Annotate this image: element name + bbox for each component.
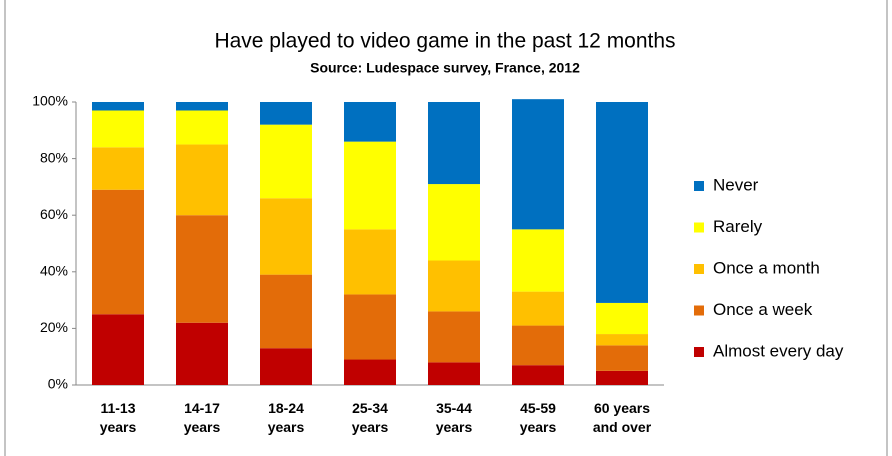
- bar-segment: [596, 302, 648, 335]
- y-tick-label: 80%: [40, 149, 68, 165]
- legend-label: Almost every day: [713, 341, 844, 360]
- chart-title: Have played to video game in the past 12…: [214, 30, 675, 53]
- bar-segment: [92, 102, 144, 111]
- bar-segment: [512, 325, 564, 366]
- legend-label: Rarely: [713, 217, 763, 236]
- bar-segment: [260, 124, 312, 199]
- legend-label: Once a week: [713, 300, 813, 319]
- bar-segment: [260, 198, 312, 275]
- legend-swatch: [694, 181, 704, 191]
- x-tick-label: 25-34 years: [351, 400, 389, 435]
- legend-swatch: [694, 347, 704, 357]
- y-tick-label: 60%: [40, 206, 68, 222]
- x-tick-label: 60 years and over: [592, 400, 652, 435]
- bar-segment: [92, 110, 144, 148]
- bar-segment: [260, 102, 312, 125]
- bar-segment: [512, 229, 564, 292]
- y-tick-label: 20%: [40, 319, 68, 335]
- legend-swatch: [694, 264, 704, 274]
- bar-segment: [176, 322, 228, 385]
- bar-segment: [596, 345, 648, 371]
- bar-segment: [428, 102, 480, 185]
- bar-segment: [512, 291, 564, 326]
- bar-segment: [428, 362, 480, 385]
- bar-segment: [344, 229, 396, 295]
- x-tick-label: 35-44 years: [435, 400, 473, 435]
- x-tick-label: 11-13 years: [99, 400, 137, 435]
- bar-segment: [92, 189, 144, 315]
- bar-segment: [176, 102, 228, 111]
- x-tick-label: 18-24 years: [267, 400, 305, 435]
- bar-segment: [176, 144, 228, 216]
- bar-segment: [260, 348, 312, 385]
- bar-segment: [596, 334, 648, 346]
- chart-subtitle: Source: Ludespace survey, France, 2012: [310, 60, 580, 76]
- bar-segment: [344, 359, 396, 385]
- bar-segment: [344, 141, 396, 230]
- bar-segment: [512, 365, 564, 385]
- bar-segment: [428, 311, 480, 363]
- x-tick-label: 45-59 years: [519, 400, 557, 435]
- bar-segment: [176, 215, 228, 323]
- x-tick-label: 14-17 years: [183, 400, 221, 435]
- y-tick-label: 40%: [40, 263, 68, 279]
- bar-segment: [428, 184, 480, 261]
- legend-swatch: [694, 305, 704, 316]
- bar-segment: [176, 110, 228, 145]
- bar-segment: [92, 314, 144, 385]
- bar-segment: [260, 274, 312, 349]
- bar-segment: [512, 99, 564, 230]
- bar-segment: [344, 102, 396, 142]
- y-tick-label: 100%: [32, 93, 68, 109]
- bar-segment: [596, 370, 648, 385]
- y-tick-label: 0%: [48, 376, 68, 392]
- legend-swatch: [694, 222, 704, 233]
- bar-segment: [428, 260, 480, 312]
- legend-label: Once a month: [713, 258, 820, 277]
- bar-segment: [344, 294, 396, 360]
- bar-segment: [596, 102, 648, 303]
- bar-segment: [92, 147, 144, 190]
- legend-label: Never: [713, 175, 759, 194]
